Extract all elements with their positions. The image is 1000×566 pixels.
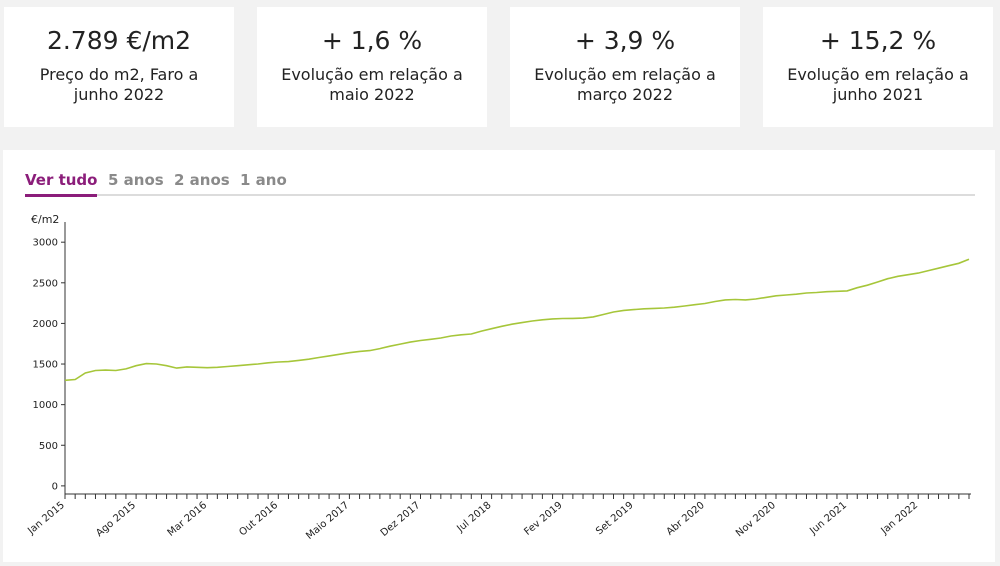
stat-card-month: + 1,6 % Evolução em relação a maio 2022 <box>257 7 487 127</box>
stat-card-year: + 15,2 % Evolução em relação a junho 202… <box>763 7 993 127</box>
chart-panel: Ver tudo 5 anos 2 anos 1 ano €/m2 0 500 10… <box>3 150 995 562</box>
x-tick-label: Mar 2016 <box>166 500 209 539</box>
y-tick-label: 1500 <box>33 360 58 371</box>
stat-label: Evolução em relação a maio 2022 <box>281 65 463 104</box>
y-axis-label: €/m2 <box>31 213 59 226</box>
stat-value: 2.789 €/m2 <box>46 26 192 55</box>
x-tick-label: Jun 2021 <box>807 500 849 538</box>
y-tick-label: 500 <box>39 441 58 452</box>
stat-card-price: 2.789 €/m2 Preço do m2, Faro a junho 202… <box>4 7 234 127</box>
tab-1-ano[interactable]: 1 ano <box>240 171 287 189</box>
stat-value: + 1,6 % <box>321 26 423 55</box>
y-tick-label: 2500 <box>33 278 58 289</box>
y-tick-label: 1000 <box>33 400 58 411</box>
stat-value: + 3,9 % <box>574 26 676 55</box>
stat-value: + 15,2 % <box>819 26 937 55</box>
x-tick-label: Dez 2017 <box>379 500 423 539</box>
x-axis: Jan 2015 Ago 2015 Mar 2016 Out 2016 Maio 201… <box>25 493 971 542</box>
x-tick-label: Maio 2017 <box>304 500 351 542</box>
x-tick-label: Set 2019 <box>594 500 636 537</box>
x-tick-label: Abr 2020 <box>665 500 707 538</box>
stat-label: Preço do m2, Faro a junho 2022 <box>39 65 199 104</box>
tab-ver-tudo[interactable]: Ver tudo <box>25 171 98 197</box>
stat-label: Evolução em relação a junho 2021 <box>787 65 969 104</box>
x-tick-label: Jan 2015 <box>25 500 67 537</box>
period-tabs: Ver tudo 5 anos 2 anos 1 ano <box>25 168 975 197</box>
x-tick-label: Jan 2022 <box>879 500 921 537</box>
x-tick-label: Fev 2019 <box>522 500 564 538</box>
x-tick-label: Out 2016 <box>237 500 280 538</box>
stat-label: Evolução em relação a março 2022 <box>534 65 716 104</box>
x-tick-label: Ago 2015 <box>94 500 138 539</box>
y-axis: 0 500 1000 1500 2000 2500 3000 <box>33 222 66 494</box>
y-tick-label: 3000 <box>33 238 58 249</box>
series-line <box>64 258 970 382</box>
y-tick-label: 0 <box>52 481 58 492</box>
tab-5-anos[interactable]: 5 anos <box>108 171 164 189</box>
stat-card-quarter: + 3,9 % Evolução em relação a março 2022 <box>510 7 740 127</box>
tab-2-anos[interactable]: 2 anos <box>174 171 230 189</box>
y-tick-label: 2000 <box>33 319 58 330</box>
price-line-chart: €/m2 0 500 1000 1500 2000 2500 3000 Jan 2015 Ag… <box>25 213 971 542</box>
x-tick-label: Jul 2018 <box>455 500 494 535</box>
x-tick-label: Nov 2020 <box>734 500 778 539</box>
